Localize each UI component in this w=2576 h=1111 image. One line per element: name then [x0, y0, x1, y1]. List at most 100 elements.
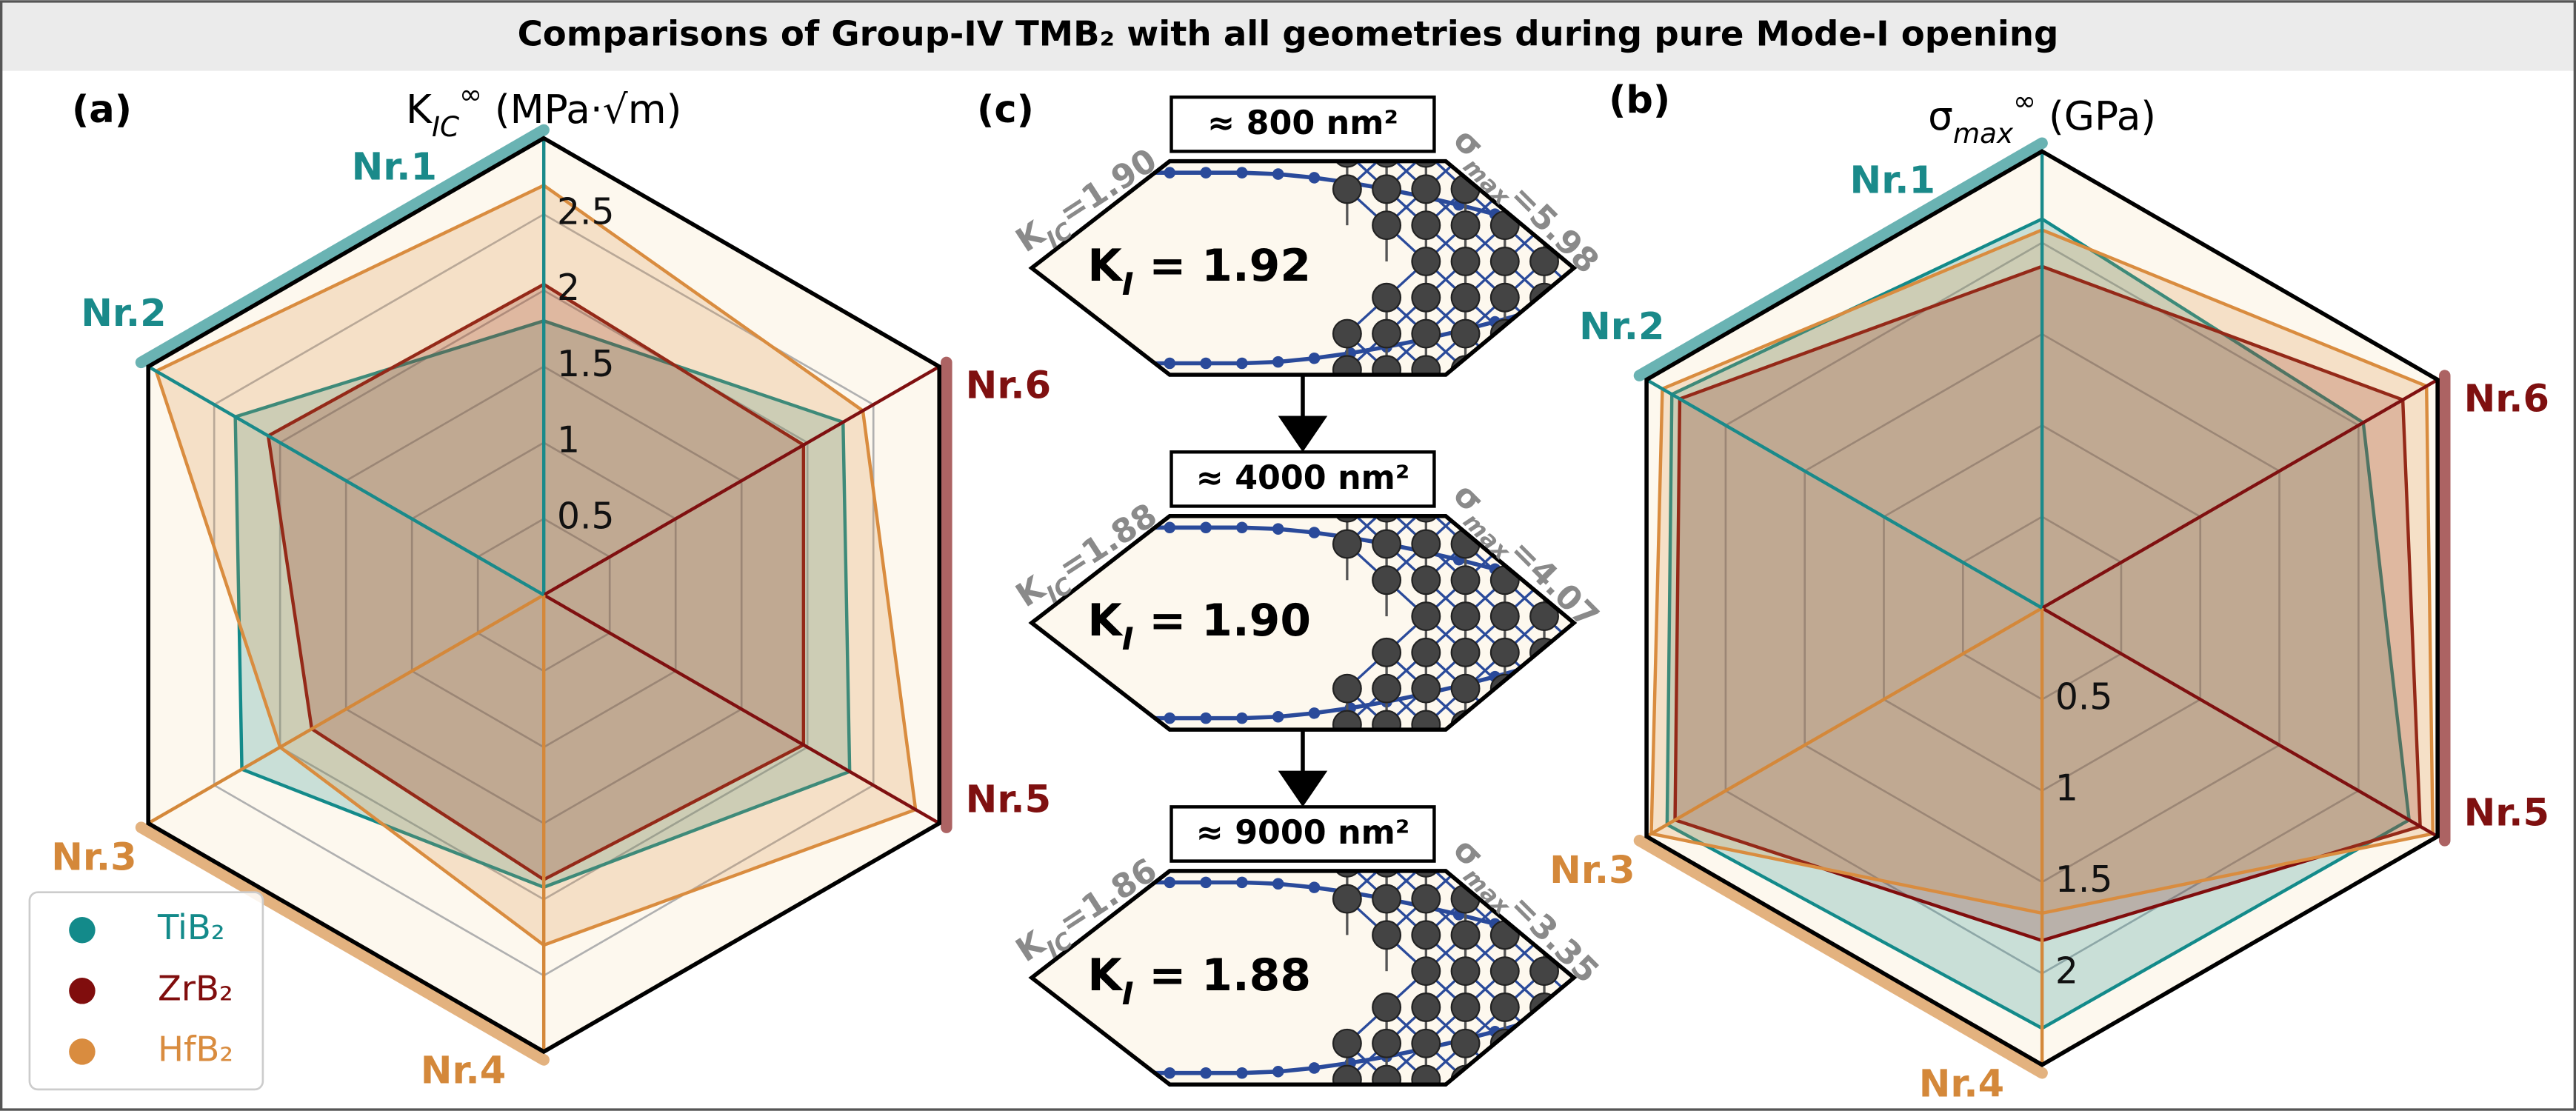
- b-atom: [1127, 712, 1140, 724]
- tm-atom: [1411, 210, 1441, 241]
- smax-label-part: σ: [1446, 121, 1491, 166]
- legend-label: ZrB₂: [158, 968, 233, 1008]
- tm-atom: [1529, 637, 1559, 667]
- tm-atom: [1569, 355, 1574, 376]
- arrow-head: [1278, 416, 1328, 453]
- tm-atom: [1372, 318, 1402, 349]
- b-atom: [1272, 710, 1284, 723]
- tm-atom: [1529, 246, 1559, 276]
- tm-atom: [1489, 601, 1520, 632]
- tm-atom: [1529, 673, 1559, 704]
- tm-atom: [1569, 710, 1574, 730]
- tm-atom: [1372, 920, 1402, 950]
- b-atom: [1164, 876, 1176, 889]
- tm-atom: [1332, 870, 1362, 878]
- tm-atom: [1489, 516, 1520, 523]
- highlight-edge: [135, 124, 550, 369]
- ki-label: KI = 1.90: [1087, 595, 1311, 657]
- axis-title-part: (MPa·√m): [482, 87, 681, 133]
- tm-atom: [1332, 1028, 1362, 1058]
- bond: [1543, 161, 1574, 190]
- bond: [1464, 724, 1506, 730]
- b-atom: [1236, 876, 1248, 889]
- tm-atom: [1529, 601, 1559, 632]
- bond: [1584, 689, 1623, 725]
- tm-atom: [1332, 884, 1362, 914]
- bond: [1584, 370, 1623, 406]
- tm-atom: [1450, 318, 1481, 349]
- ki-label-part: K: [1087, 950, 1124, 1001]
- tm-atom: [1372, 884, 1402, 914]
- b-atom: [1164, 167, 1176, 179]
- tm-atom: [1489, 992, 1520, 1022]
- bond: [1504, 687, 1546, 726]
- tm-atom: [1411, 246, 1441, 276]
- tm-atom: [1372, 516, 1402, 523]
- axis-title-part: max: [1953, 116, 2014, 149]
- tm-atom: [1411, 710, 1441, 730]
- ki-label: KI = 1.88: [1087, 950, 1311, 1012]
- tm-atom: [1411, 565, 1441, 595]
- bond: [1543, 687, 1574, 726]
- category-label: Nr.2: [81, 292, 166, 336]
- bond: [1584, 544, 1623, 580]
- bond: [1584, 689, 1623, 725]
- bond: [1584, 508, 1623, 544]
- spoke: [543, 364, 941, 597]
- category-label: Nr.3: [1549, 849, 1635, 893]
- bond: [1543, 369, 1574, 376]
- bond: [1543, 1042, 1574, 1081]
- bond: [1543, 516, 1574, 545]
- tm-atom: [1372, 161, 1402, 168]
- bond: [1543, 1006, 1574, 1045]
- bond: [1584, 1007, 1623, 1044]
- tm-atom: [1450, 637, 1481, 667]
- radial-tick-label: 2.5: [557, 190, 615, 233]
- area-label: ≈ 9000 nm²: [1196, 814, 1410, 852]
- tm-atom: [1529, 161, 1559, 168]
- tm-atom: [1411, 637, 1441, 667]
- tm-atom: [1569, 174, 1574, 204]
- tm-atom: [1450, 956, 1481, 987]
- bond: [1584, 1080, 1623, 1111]
- bond: [1584, 1007, 1623, 1044]
- tm-atom: [1450, 210, 1481, 241]
- b-atom: [1200, 1067, 1212, 1079]
- bond: [1543, 161, 1574, 190]
- tm-atom: [1489, 161, 1520, 168]
- spoke: [147, 364, 545, 597]
- category-label: Nr.3: [51, 835, 136, 879]
- b-atom: [1236, 712, 1248, 724]
- tm-atom: [1569, 1064, 1574, 1085]
- tm-atom: [1372, 1064, 1402, 1085]
- smax-label-part: σ: [1446, 831, 1491, 876]
- spoke: [147, 593, 545, 825]
- radial-tick-label: 2: [2055, 950, 2078, 992]
- tm-atom: [1332, 516, 1362, 523]
- bond: [1544, 117, 1584, 153]
- arrow-head: [1278, 770, 1328, 807]
- bond: [1584, 1044, 1623, 1080]
- tm-atom: [1569, 992, 1574, 1022]
- tm-atom: [1332, 161, 1362, 168]
- b-atom: [1272, 523, 1284, 535]
- tm-atom: [1411, 318, 1441, 349]
- tm-atom: [1372, 992, 1402, 1022]
- tm-atom: [1411, 673, 1441, 704]
- radial-tick-label: 1: [2055, 767, 2078, 810]
- tm-atom: [1569, 1028, 1574, 1058]
- spoke: [2041, 607, 2439, 838]
- tm-atom: [1489, 246, 1520, 276]
- tm-atom: [1529, 956, 1559, 987]
- bond: [1584, 153, 1623, 190]
- legend-marker: [69, 978, 96, 1004]
- b-atom: [1308, 1062, 1321, 1074]
- bond: [1504, 1042, 1546, 1081]
- b-atom: [1272, 1066, 1284, 1078]
- axis-title-part: (GPa): [2036, 93, 2156, 139]
- highlight-edge: [135, 821, 550, 1066]
- b-atom: [1200, 167, 1212, 179]
- bond: [1504, 687, 1546, 726]
